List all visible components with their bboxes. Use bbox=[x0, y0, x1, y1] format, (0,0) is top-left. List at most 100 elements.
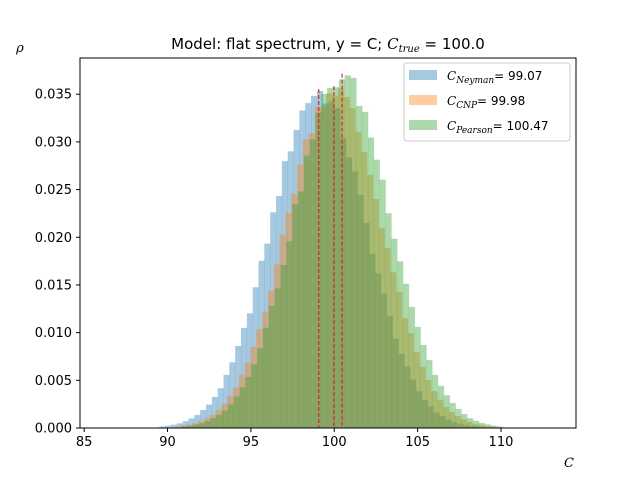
histogram-bar bbox=[174, 426, 181, 428]
histogram-bar bbox=[433, 412, 440, 428]
y-tick-label: 0.015 bbox=[35, 278, 72, 293]
y-tick-label: 0.020 bbox=[35, 231, 72, 246]
histogram-bar bbox=[385, 213, 392, 428]
histogram-bar bbox=[229, 362, 236, 428]
histogram-bar bbox=[378, 227, 385, 428]
histogram-bar bbox=[410, 379, 417, 428]
legend-swatch bbox=[409, 120, 437, 130]
histogram-bar bbox=[346, 157, 353, 428]
histogram-bar bbox=[221, 403, 228, 428]
histogram-bar bbox=[474, 426, 481, 428]
histogram-bar bbox=[489, 426, 496, 428]
histogram-bar bbox=[467, 418, 474, 428]
histogram-bar bbox=[308, 133, 315, 428]
histogram-bar bbox=[373, 159, 380, 428]
legend-label: CCNP= 99.98 bbox=[447, 94, 525, 111]
histogram-bar bbox=[427, 406, 434, 428]
y-tick-label: 0.000 bbox=[35, 422, 72, 437]
histogram-bar bbox=[484, 424, 491, 428]
histogram-bar bbox=[320, 106, 327, 428]
histogram-bar bbox=[448, 412, 455, 428]
histogram-bar bbox=[204, 420, 211, 428]
histogram-bar bbox=[419, 366, 426, 428]
histogram-bar bbox=[442, 406, 450, 428]
histogram-bar bbox=[273, 264, 280, 428]
y-tick-label: 0.010 bbox=[35, 326, 72, 341]
histogram-bar bbox=[200, 409, 207, 428]
histogram-bar bbox=[197, 420, 204, 428]
histogram-bar bbox=[416, 391, 423, 428]
histogram-bar bbox=[337, 88, 344, 429]
histogram-bar bbox=[468, 426, 475, 428]
legend: CNeyman= 99.07 CCNP= 99.98 CPearson= 100.4… bbox=[403, 62, 571, 142]
histogram-bar bbox=[375, 273, 382, 428]
legend-swatch bbox=[409, 70, 437, 80]
histogram-bar bbox=[257, 348, 264, 428]
x-tick-label: 90 bbox=[159, 435, 176, 450]
histogram-bar bbox=[233, 396, 240, 428]
histogram-bar bbox=[328, 101, 335, 428]
histogram-bar bbox=[362, 111, 369, 428]
histogram-bar bbox=[460, 419, 467, 428]
legend-entry: CNeyman= 99.07 bbox=[409, 69, 542, 86]
histogram-bar bbox=[349, 108, 356, 428]
histogram-bar bbox=[426, 360, 433, 428]
histogram-bar bbox=[398, 353, 405, 428]
legend-entry: CCNP= 99.98 bbox=[409, 94, 525, 111]
legend-swatch bbox=[409, 95, 437, 105]
histogram-bar bbox=[438, 385, 445, 428]
histogram-bar bbox=[403, 283, 410, 428]
legend-frame bbox=[403, 62, 571, 142]
histogram-bar bbox=[421, 400, 428, 428]
histogram-bar bbox=[402, 318, 409, 428]
histogram-bar bbox=[437, 399, 444, 428]
histogram-bar bbox=[379, 179, 386, 428]
histogram-bar bbox=[276, 195, 283, 428]
x-tick-label: 85 bbox=[76, 435, 93, 450]
histogram-bar bbox=[483, 425, 490, 428]
histogram-bar bbox=[209, 415, 216, 428]
legend-label: CNeyman= 99.07 bbox=[447, 69, 542, 86]
x-tick-label: 100 bbox=[322, 435, 347, 450]
histogram-bar bbox=[264, 243, 271, 428]
histogram-bar bbox=[281, 161, 288, 428]
histogram-bar bbox=[232, 387, 239, 428]
histogram-bar bbox=[356, 105, 363, 429]
y-tick-label: 0.025 bbox=[35, 183, 72, 198]
histogram-bar bbox=[372, 199, 379, 428]
histogram-bar bbox=[268, 306, 275, 428]
histogram-bar bbox=[343, 96, 350, 428]
histogram-bar bbox=[222, 410, 229, 428]
histogram-bar bbox=[413, 352, 420, 428]
histogram-bar bbox=[285, 212, 292, 428]
histogram-bar bbox=[386, 315, 393, 428]
histogram-bar bbox=[314, 106, 321, 429]
histogram-bar bbox=[297, 191, 305, 428]
histogram-bar bbox=[363, 222, 370, 428]
histogram-bar bbox=[443, 395, 450, 428]
histogram-bar bbox=[227, 395, 234, 428]
histogram-bar bbox=[361, 152, 368, 428]
histogram-bar bbox=[216, 415, 223, 428]
histogram-bar bbox=[407, 333, 414, 428]
histogram-bar bbox=[350, 77, 357, 428]
histogram-bar bbox=[404, 366, 411, 428]
histogram-bar bbox=[451, 422, 458, 428]
histogram-bar bbox=[176, 423, 183, 428]
histogram-bar bbox=[286, 241, 293, 428]
histogram-bar bbox=[250, 346, 257, 428]
histogram-bar bbox=[351, 171, 358, 429]
histogram-bar bbox=[258, 260, 265, 428]
histogram-bar bbox=[334, 108, 341, 429]
histogram-bar bbox=[217, 388, 224, 428]
histogram-bar bbox=[367, 174, 374, 428]
y-axis-ticks: 0.000 0.005 0.010 0.015 0.020 0.025 0.030 0.035 bbox=[35, 88, 80, 437]
histogram-bar bbox=[297, 164, 304, 428]
histogram-bar bbox=[431, 391, 438, 428]
histogram-bar bbox=[425, 379, 432, 428]
histogram-bar bbox=[192, 423, 199, 428]
histogram-bar bbox=[420, 344, 427, 428]
histogram-bar bbox=[206, 404, 213, 428]
histogram-bar bbox=[251, 364, 258, 428]
